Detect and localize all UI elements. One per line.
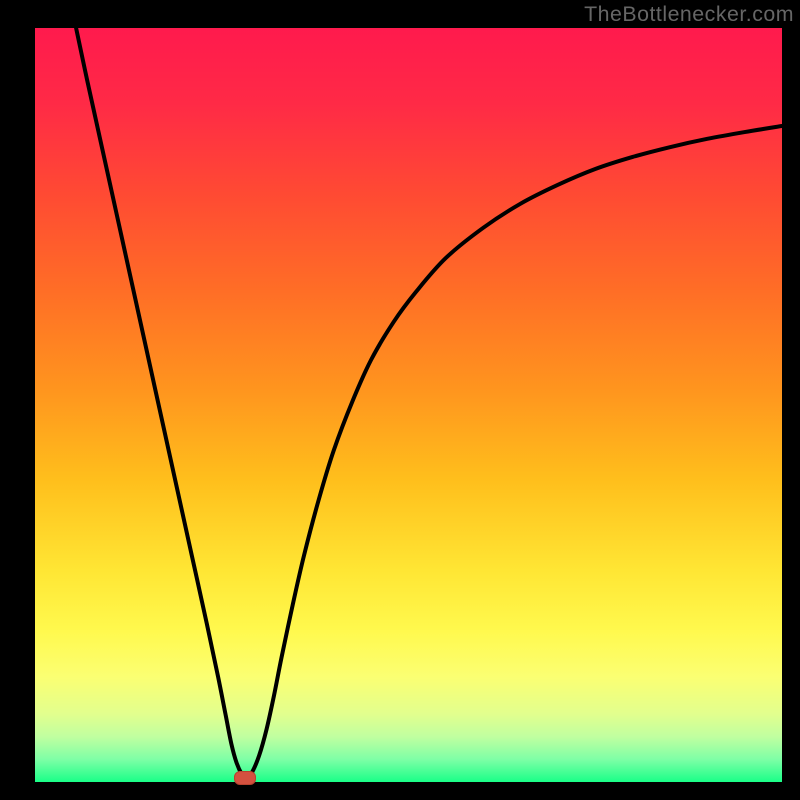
curve-layer [35, 28, 782, 782]
min-marker [234, 771, 256, 785]
chart-frame: TheBottlenecker.com [0, 0, 800, 800]
watermark: TheBottlenecker.com [584, 2, 794, 27]
curve-right-branch [246, 126, 782, 778]
plot-area [35, 28, 782, 782]
curve-left-branch [76, 28, 246, 778]
